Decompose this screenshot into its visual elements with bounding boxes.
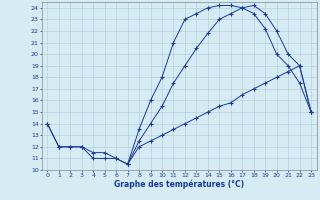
X-axis label: Graphe des températures (°C): Graphe des températures (°C) <box>114 179 244 189</box>
